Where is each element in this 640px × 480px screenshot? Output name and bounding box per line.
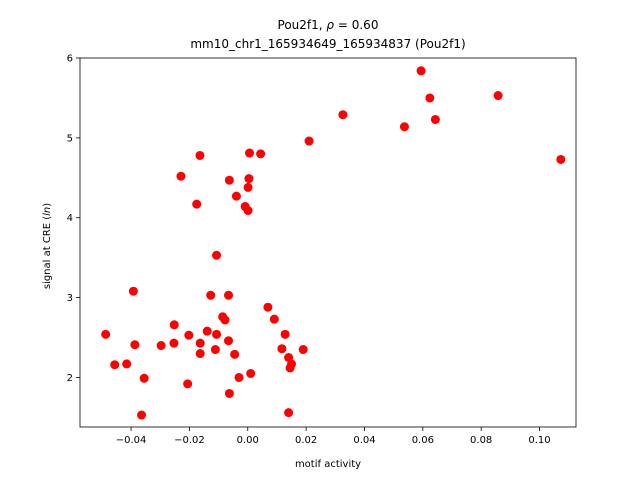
x-tick-label: 0.08 bbox=[470, 435, 492, 446]
data-point-2 bbox=[425, 93, 435, 103]
x-axis: −0.04 −0.02 0.00 0.02 0.04 0.06 0.08 0.10 bbox=[116, 427, 551, 446]
data-point-39 bbox=[210, 345, 220, 355]
x-tick-label: 0.04 bbox=[353, 435, 375, 446]
y-tick-label: 5 bbox=[67, 133, 73, 144]
data-point-35 bbox=[195, 338, 205, 348]
y-axis-label: signal at CRE (ln) bbox=[42, 203, 53, 289]
data-point-43 bbox=[230, 349, 240, 359]
data-points bbox=[101, 66, 566, 420]
data-point-50 bbox=[234, 372, 244, 382]
data-point-27 bbox=[220, 315, 230, 325]
x-tick-label: −0.02 bbox=[174, 435, 205, 446]
chart-title-line2: mm10_chr1_165934649_165934837 (Pou2f1) bbox=[190, 37, 465, 51]
data-point-4 bbox=[430, 115, 440, 124]
x-tick-label: 0.06 bbox=[412, 435, 434, 446]
data-point-45 bbox=[110, 360, 120, 370]
data-point-24 bbox=[263, 302, 273, 312]
data-point-51 bbox=[139, 373, 149, 383]
data-point-8 bbox=[304, 136, 314, 146]
data-point-40 bbox=[277, 344, 287, 354]
data-point-28 bbox=[169, 320, 179, 330]
data-point-53 bbox=[224, 388, 234, 398]
data-point-1 bbox=[416, 66, 426, 76]
x-tick-label: 0.00 bbox=[237, 435, 259, 446]
y-tick-label: 2 bbox=[67, 373, 73, 384]
data-point-42 bbox=[195, 349, 205, 359]
data-point-20 bbox=[212, 250, 222, 260]
x-axis-label: motif activity bbox=[295, 459, 361, 470]
data-point-52 bbox=[183, 379, 193, 389]
y-tick-label: 4 bbox=[67, 213, 73, 224]
x-tick-label: 0.02 bbox=[295, 435, 317, 446]
x-tick-label: 0.10 bbox=[528, 435, 550, 446]
plot-frame bbox=[79, 57, 577, 428]
y-tick-label: 6 bbox=[67, 54, 73, 65]
data-point-31 bbox=[212, 329, 222, 339]
data-point-55 bbox=[284, 408, 294, 418]
data-point-22 bbox=[206, 290, 216, 300]
data-point-30 bbox=[184, 330, 194, 340]
data-point-6 bbox=[399, 122, 409, 132]
y-axis: 2 3 4 5 6 bbox=[67, 54, 80, 384]
data-point-7 bbox=[556, 154, 566, 164]
data-point-34 bbox=[224, 336, 234, 346]
data-point-36 bbox=[169, 338, 179, 348]
plot-area bbox=[79, 57, 577, 428]
data-point-46 bbox=[122, 359, 132, 369]
data-point-33 bbox=[101, 329, 111, 339]
data-point-29 bbox=[202, 326, 212, 336]
data-point-16 bbox=[231, 191, 241, 201]
data-point-15 bbox=[243, 182, 253, 192]
data-point-5 bbox=[338, 110, 348, 120]
data-point-10 bbox=[256, 149, 266, 159]
data-point-3 bbox=[493, 91, 503, 101]
data-point-21 bbox=[128, 286, 138, 296]
data-point-41 bbox=[298, 345, 308, 355]
data-point-25 bbox=[269, 314, 279, 324]
data-point-23 bbox=[224, 290, 234, 300]
y-tick-label: 3 bbox=[67, 293, 73, 304]
x-tick-label: −0.04 bbox=[116, 435, 147, 446]
data-point-11 bbox=[195, 150, 205, 160]
data-point-54 bbox=[137, 410, 147, 420]
data-point-32 bbox=[280, 329, 290, 339]
data-point-9 bbox=[245, 148, 255, 158]
data-point-12 bbox=[176, 171, 186, 181]
data-point-48 bbox=[285, 363, 295, 373]
data-point-17 bbox=[192, 199, 202, 209]
data-point-49 bbox=[246, 368, 256, 378]
data-point-37 bbox=[130, 340, 140, 350]
chart-title-line1: Pou2f1, ρ = 0.60 bbox=[278, 18, 379, 32]
data-point-38 bbox=[156, 341, 166, 351]
data-point-13 bbox=[224, 175, 234, 185]
data-point-19 bbox=[243, 206, 253, 216]
data-point-14 bbox=[244, 174, 254, 184]
